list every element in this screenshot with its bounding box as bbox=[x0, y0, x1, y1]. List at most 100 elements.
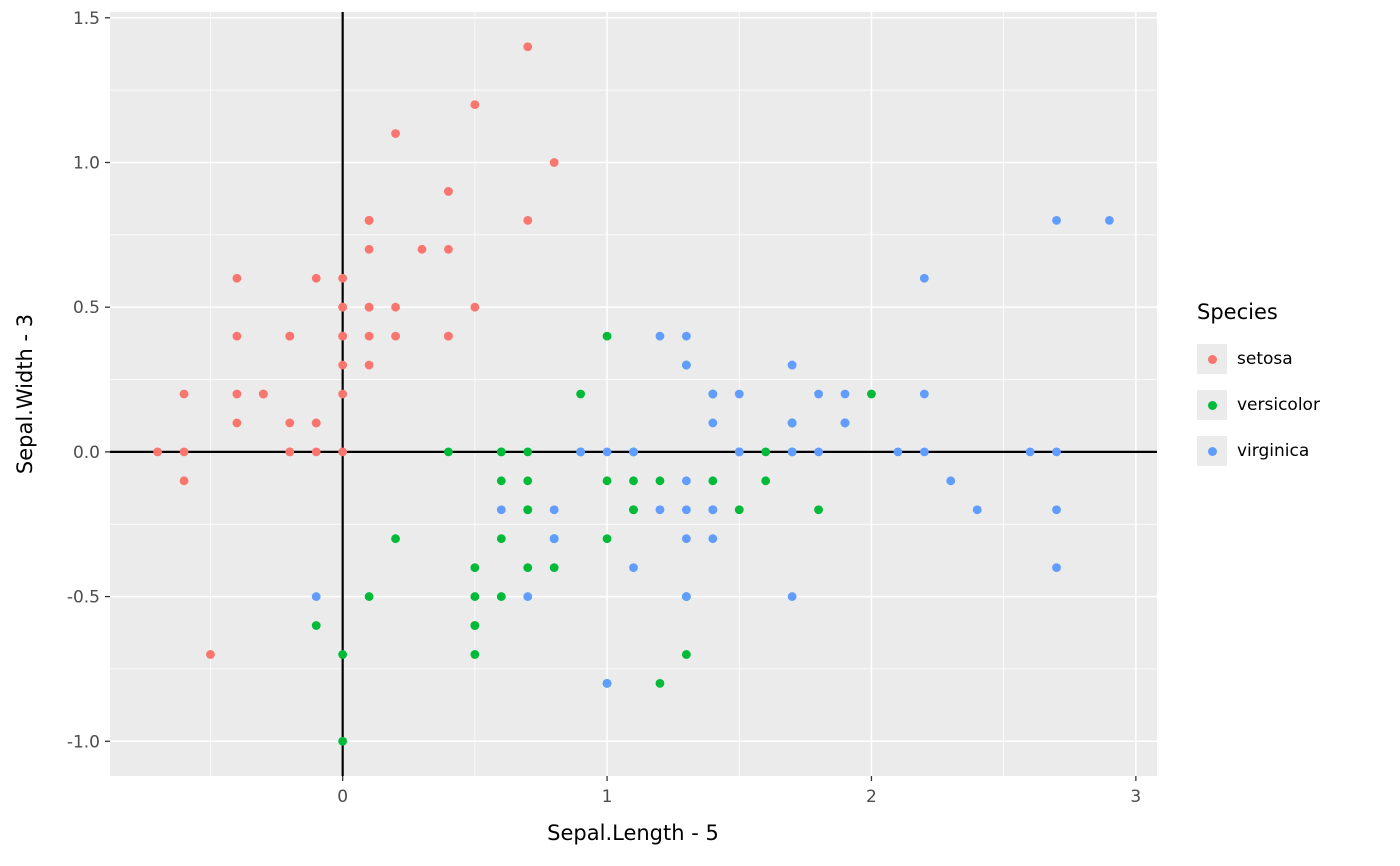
data-point bbox=[734, 447, 744, 457]
data-point bbox=[1052, 447, 1061, 457]
data-point bbox=[364, 592, 374, 601]
data-point bbox=[496, 505, 506, 515]
data-point bbox=[391, 129, 400, 138]
data-point bbox=[311, 447, 321, 457]
data-point bbox=[602, 331, 612, 341]
legend-key-swatch bbox=[1197, 436, 1227, 466]
data-point bbox=[681, 534, 691, 544]
data-point bbox=[364, 360, 374, 370]
data-point bbox=[311, 273, 321, 283]
data-point bbox=[523, 563, 533, 573]
data-point bbox=[232, 331, 242, 341]
data-point bbox=[258, 389, 268, 399]
x-tick-labels: 0 1 2 3 bbox=[337, 787, 1141, 807]
data-point bbox=[708, 534, 718, 544]
data-point bbox=[338, 389, 348, 399]
data-point bbox=[338, 360, 348, 370]
data-point bbox=[417, 244, 427, 254]
data-point bbox=[470, 621, 480, 630]
x-axis-title: Sepal.Length - 5 bbox=[547, 821, 719, 845]
data-point bbox=[576, 389, 586, 399]
y-tick-label: -0.5 bbox=[67, 588, 100, 608]
data-point bbox=[681, 650, 691, 659]
data-point bbox=[919, 389, 929, 399]
data-point bbox=[761, 476, 771, 486]
y-tick-label: 0.5 bbox=[73, 298, 100, 318]
data-point bbox=[470, 100, 480, 110]
data-point bbox=[311, 418, 321, 428]
y-axis-title: Sepal.Width - 3 bbox=[13, 313, 37, 475]
legend-item-setosa: setosa bbox=[1197, 344, 1320, 374]
data-point bbox=[814, 505, 823, 515]
data-point bbox=[444, 244, 453, 254]
data-point bbox=[708, 476, 718, 486]
data-point bbox=[681, 331, 691, 341]
data-point bbox=[496, 534, 506, 544]
data-point bbox=[444, 187, 453, 196]
data-point bbox=[946, 476, 956, 486]
legend-point-icon bbox=[1207, 354, 1217, 364]
data-point bbox=[391, 331, 400, 341]
y-tick-labels: -1.0 -0.5 0.0 0.5 1.0 1.5 bbox=[67, 9, 100, 752]
legend-label: setosa bbox=[1237, 349, 1293, 369]
data-point bbox=[338, 331, 348, 341]
data-point bbox=[629, 505, 638, 515]
data-point bbox=[179, 389, 189, 399]
data-point bbox=[972, 505, 982, 515]
data-point bbox=[549, 534, 559, 544]
legend-point-icon bbox=[1207, 446, 1217, 456]
data-point bbox=[523, 505, 533, 515]
data-point bbox=[629, 447, 638, 457]
series-virginica bbox=[311, 215, 1114, 688]
data-point bbox=[364, 302, 374, 312]
x-tick-label: 1 bbox=[602, 787, 613, 807]
legend-item-versicolor: versicolor bbox=[1197, 390, 1320, 420]
data-point bbox=[232, 389, 242, 399]
data-point bbox=[523, 447, 533, 457]
data-point bbox=[523, 592, 533, 601]
data-point bbox=[549, 563, 559, 573]
y-tick-label: -1.0 bbox=[67, 732, 100, 752]
data-point bbox=[919, 447, 929, 457]
data-point bbox=[470, 563, 480, 573]
data-point bbox=[338, 650, 348, 659]
data-point bbox=[153, 447, 162, 457]
data-point bbox=[338, 447, 348, 457]
data-point bbox=[496, 476, 506, 486]
data-point bbox=[734, 505, 744, 515]
data-point bbox=[523, 42, 533, 52]
data-point bbox=[523, 476, 533, 486]
data-point bbox=[285, 331, 295, 341]
data-point bbox=[708, 505, 718, 515]
legend-key-swatch bbox=[1197, 344, 1227, 374]
data-point bbox=[708, 389, 718, 399]
data-point bbox=[840, 389, 850, 399]
data-point bbox=[285, 418, 295, 428]
data-point bbox=[602, 534, 612, 544]
data-point bbox=[496, 447, 506, 457]
data-point bbox=[602, 476, 612, 486]
data-point bbox=[681, 592, 691, 601]
x-tick-label: 3 bbox=[1130, 787, 1141, 807]
x-tick-label: 0 bbox=[337, 787, 348, 807]
x-tick-label: 2 bbox=[866, 787, 877, 807]
legend-key-swatch bbox=[1197, 390, 1227, 420]
data-point bbox=[787, 418, 797, 428]
data-point bbox=[576, 447, 586, 457]
y-tick-label: 1.0 bbox=[73, 153, 100, 173]
data-point bbox=[285, 447, 295, 457]
data-point bbox=[549, 505, 559, 515]
data-point bbox=[364, 331, 374, 341]
data-point bbox=[1052, 505, 1061, 515]
data-point bbox=[1052, 563, 1061, 573]
data-point bbox=[814, 389, 823, 399]
data-point bbox=[893, 447, 903, 457]
legend: Species setosa versicolor virginica bbox=[1197, 300, 1320, 482]
data-point bbox=[681, 360, 691, 370]
data-point bbox=[787, 447, 797, 457]
y-tick-label: 1.5 bbox=[73, 9, 100, 29]
data-point bbox=[814, 447, 823, 457]
data-point bbox=[496, 592, 506, 601]
data-point bbox=[629, 563, 638, 573]
